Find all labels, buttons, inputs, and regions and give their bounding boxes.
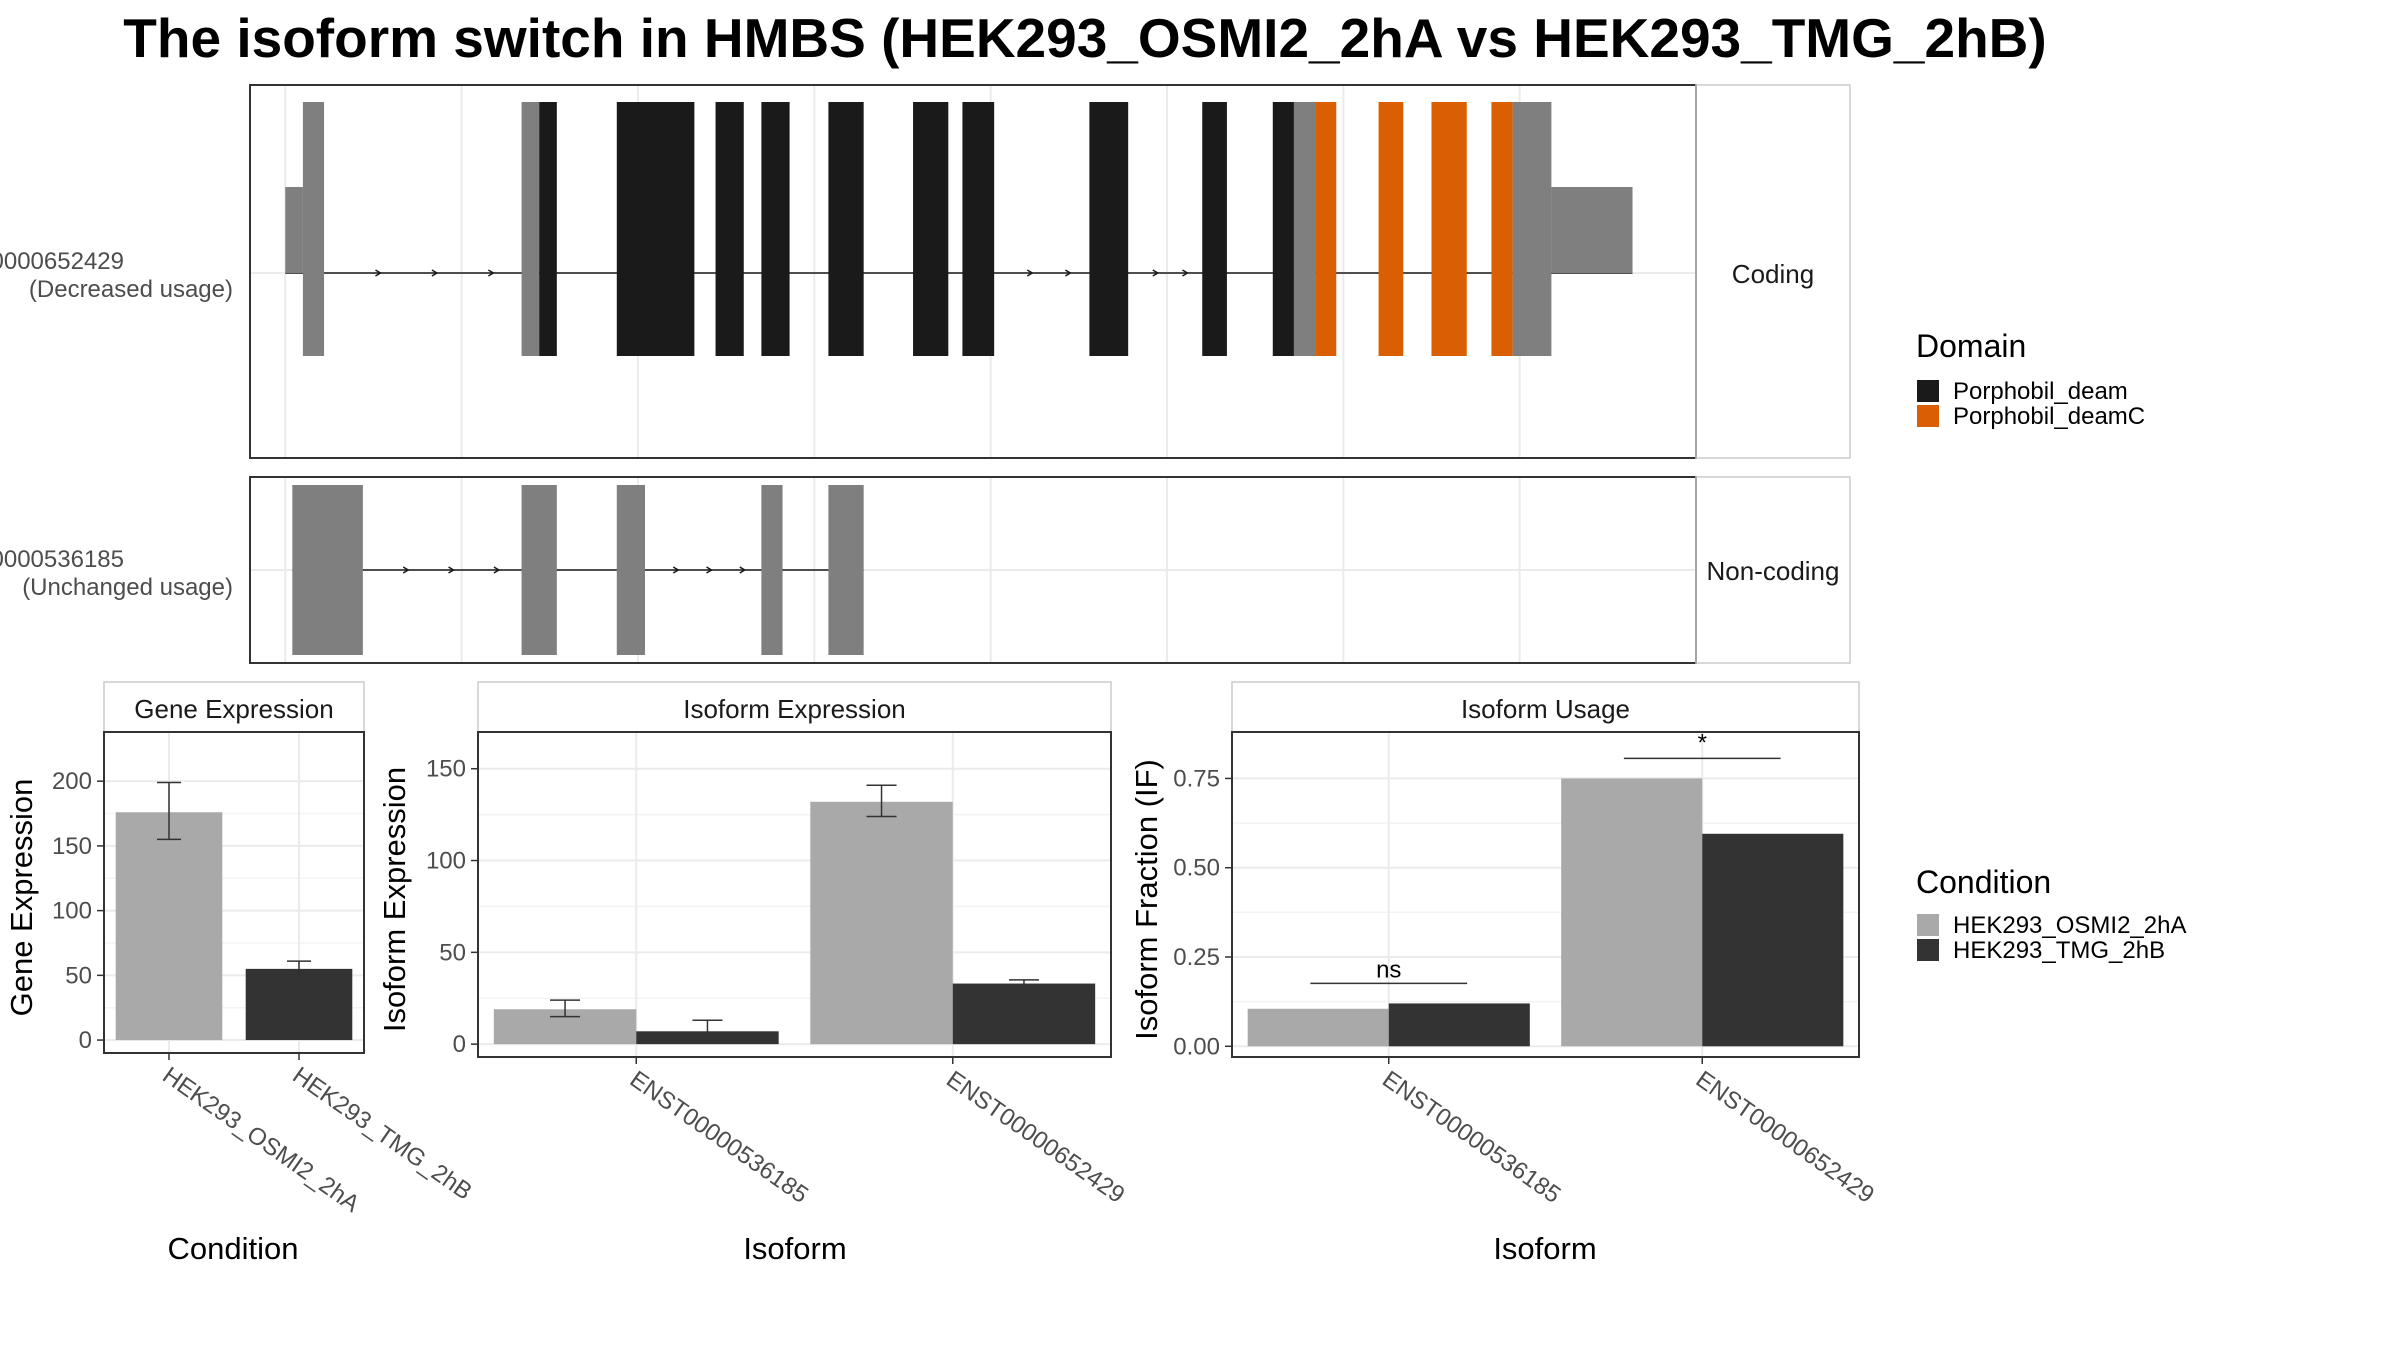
domain-exon: [1378, 102, 1404, 356]
bar-condition-a: [1561, 778, 1703, 1047]
chart-y-tick-label: 0.25: [1173, 944, 1220, 971]
significance-label: *: [1698, 729, 1707, 756]
bar-gene-expression: [115, 812, 223, 1041]
legend-domain-label-deamC: Porphobil_deamC: [1953, 403, 2145, 430]
chart-y-tick-label: 100: [426, 848, 466, 875]
intron-direction-arrow: [672, 566, 680, 574]
intron-direction-arrow: [487, 269, 495, 277]
bar-condition-a: [810, 801, 953, 1045]
chart-panel-border: [1231, 731, 1860, 1058]
chart-strip-title: Gene Expression: [134, 694, 333, 724]
utr-exon: [302, 102, 325, 356]
domain-exon: [715, 102, 744, 356]
bar-condition-b: [1388, 1003, 1530, 1047]
intron-direction-arrow: [402, 566, 410, 574]
bar-condition-b: [1702, 833, 1844, 1047]
domain-exon: [913, 102, 949, 356]
legend-domain-swatch-deamC: [1917, 405, 1939, 427]
chart-strip-box: [477, 681, 1112, 733]
chart-y-tick-label: 50: [65, 962, 92, 989]
chart-strip-box: [1231, 681, 1860, 733]
track-label-coding-usage: (Decreased usage): [29, 276, 233, 303]
legend-condition-label-a: HEK293_OSMI2_2hA: [1953, 912, 2186, 939]
structure-strip-box: [1695, 476, 1851, 664]
chart-y-axis-title: Isoform Expression: [377, 767, 412, 1032]
chart-y-tick-label: 0: [79, 1027, 92, 1054]
significance-label: ns: [1376, 956, 1401, 983]
track-label-noncoding-usage: (Unchanged usage): [22, 574, 233, 601]
intron-direction-arrow: [1064, 269, 1072, 277]
chart-panel-border: [477, 731, 1112, 1058]
utr-exon: [828, 485, 864, 655]
chart-x-axis-title: Isoform: [743, 1231, 846, 1266]
track-label-coding-id: ENST00000652429: [0, 248, 124, 275]
track-label-noncoding-id: ENST00000536185: [0, 546, 124, 573]
utr-exon: [616, 485, 646, 655]
chart-strip-title: Isoform Usage: [1461, 694, 1630, 724]
transcript-structure-panel: [249, 84, 1851, 664]
chart-y-tick-label: 0.00: [1173, 1033, 1220, 1060]
chart-y-tick-label: 0.75: [1173, 765, 1220, 792]
chart-x-axis-title: Isoform: [1493, 1231, 1596, 1266]
chart-y-tick-label: 50: [439, 939, 466, 966]
chart-y-tick-label: 0.50: [1173, 855, 1220, 882]
intron-direction-arrow: [375, 269, 382, 277]
domain-exon: [1202, 102, 1227, 356]
domain-exon: [962, 102, 995, 356]
utr-exon: [292, 485, 363, 655]
chart-strip-title: Isoform Expression: [683, 694, 906, 724]
chart-y-axis-title: Gene Expression: [4, 779, 39, 1017]
chart-y-tick-label: 200: [52, 768, 92, 795]
structure-strip-box: [1695, 84, 1851, 459]
intron-direction-arrow: [706, 566, 713, 574]
utr-exon: [521, 485, 557, 655]
chart-y-tick-label: 150: [426, 756, 466, 783]
intron-direction-arrow: [431, 269, 439, 277]
intron-direction-arrow: [1182, 269, 1189, 277]
utr-exon: [1512, 102, 1552, 356]
chart-x-axis-title: Condition: [168, 1231, 299, 1266]
domain-exon: [1272, 102, 1294, 356]
bar-condition-b: [952, 983, 1096, 1045]
chart-y-axis-title: Isoform Fraction (IF): [1129, 759, 1164, 1040]
utr-exon: [521, 102, 540, 356]
legend-condition-label-b: HEK293_TMG_2hB: [1953, 937, 2165, 964]
domain-exon: [828, 102, 864, 356]
chart-y-tick-label: 0: [453, 1031, 466, 1058]
domain-exon: [1089, 102, 1129, 356]
domain-exon: [761, 102, 790, 356]
domain-exon: [1491, 102, 1513, 356]
strip-coding: Coding: [1732, 259, 1814, 289]
domain-exon: [1315, 102, 1337, 356]
legend-condition-swatch-b: [1917, 939, 1939, 961]
chart-panel-3: Isoform Usage0.000.250.500.75ns*ENST0000…: [1129, 681, 1879, 1266]
bar-condition-a: [1247, 1008, 1389, 1047]
chart-y-tick-label: 100: [52, 898, 92, 925]
utr-exon: [1551, 187, 1633, 273]
legend-condition-swatch-a: [1917, 914, 1939, 936]
intron-direction-arrow: [1026, 269, 1034, 277]
domain-exon: [1431, 102, 1467, 356]
intron-direction-arrow: [1152, 269, 1160, 277]
intron-direction-arrow: [739, 566, 747, 574]
bar-gene-expression: [245, 968, 353, 1041]
legend-condition-title: Condition: [1916, 864, 2051, 900]
domain-exon: [616, 102, 695, 356]
utr-exon: [285, 187, 303, 273]
chart-panel-border: [103, 731, 365, 1054]
intron-direction-arrow: [448, 566, 456, 574]
legend-domain-label-deam: Porphobil_deam: [1953, 378, 2128, 405]
domain-exon: [539, 102, 557, 356]
utr-exon: [761, 485, 783, 655]
utr-exon: [1293, 102, 1316, 356]
chart-y-tick-label: 150: [52, 833, 92, 860]
chart-strip-box: [103, 681, 365, 733]
figure-title: The isoform switch in HMBS (HEK293_OSMI2…: [123, 7, 2046, 69]
strip-noncoding: Non-coding: [1707, 556, 1840, 586]
legend-domain-title: Domain: [1916, 328, 2026, 364]
legend-domain-swatch-deam: [1917, 380, 1939, 402]
intron-direction-arrow: [493, 566, 501, 574]
